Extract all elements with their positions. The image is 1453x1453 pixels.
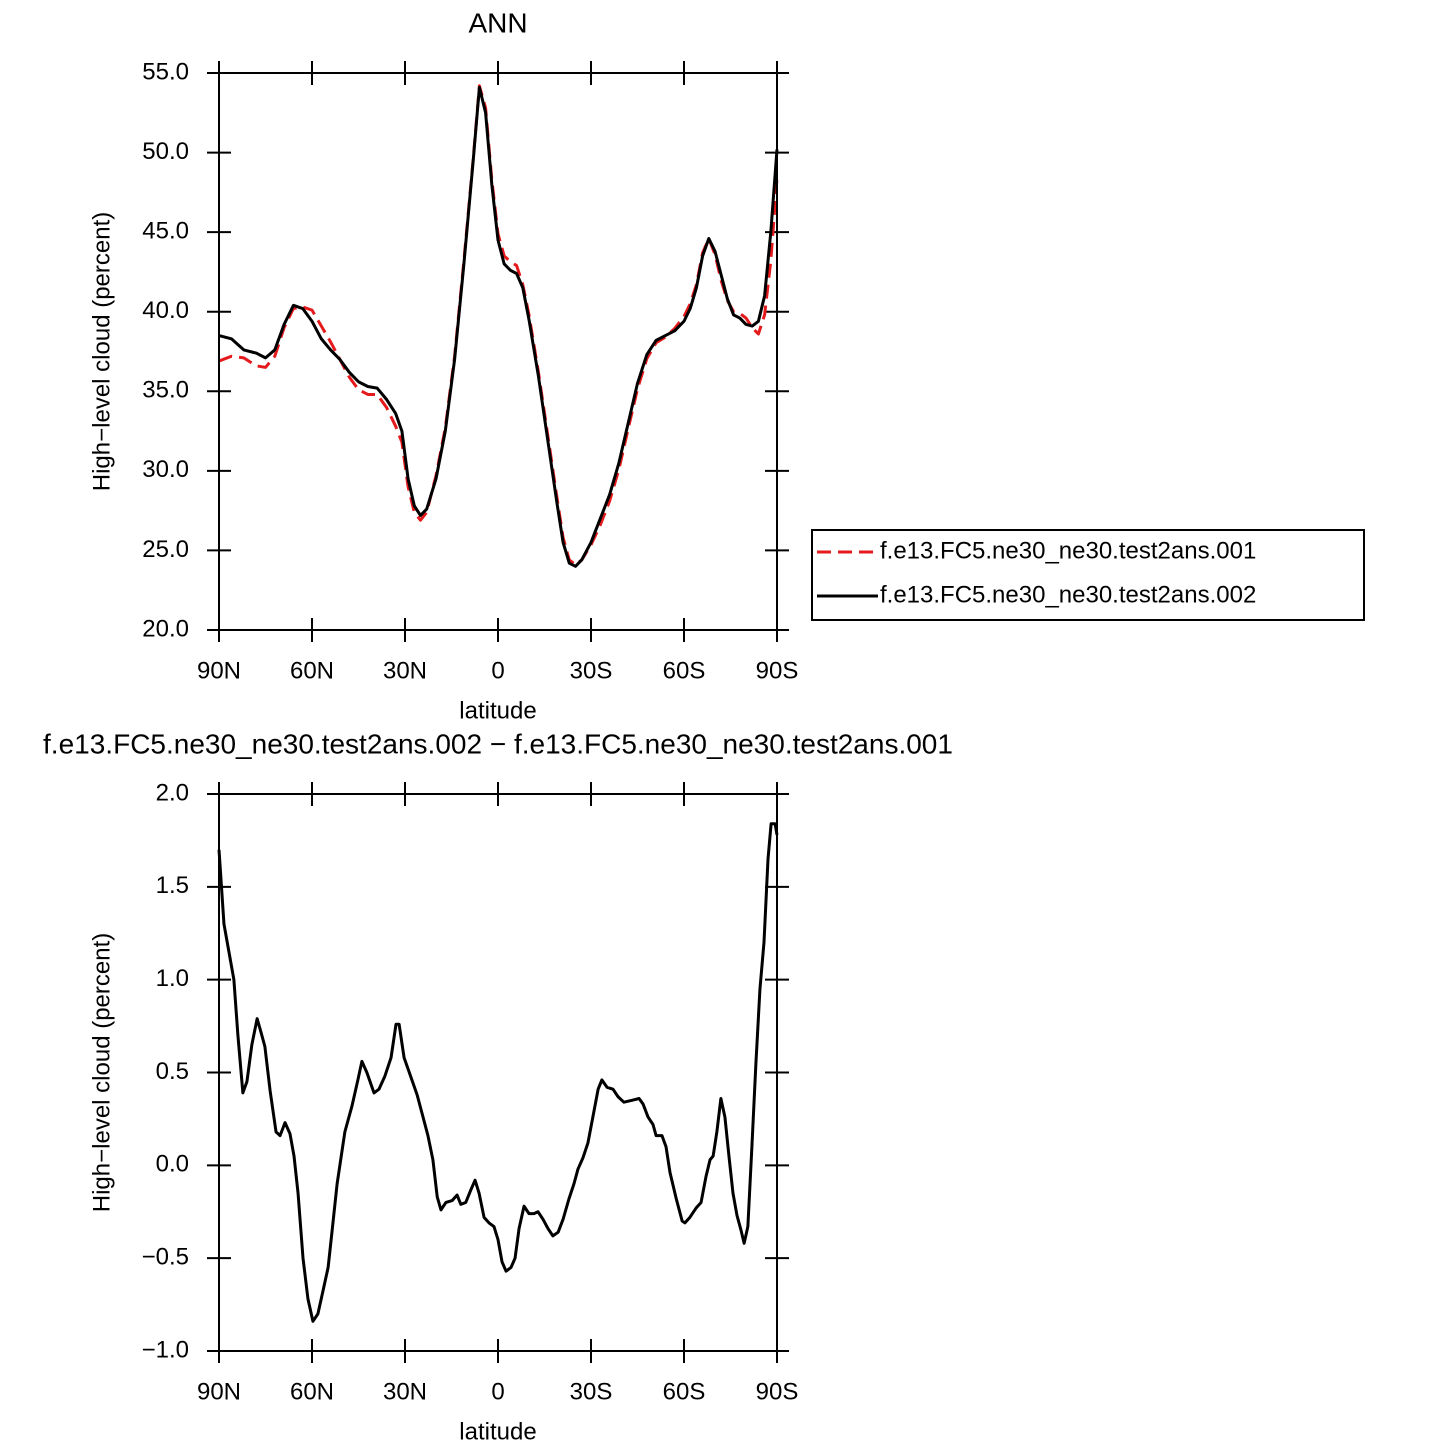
x-tick-label: 60N — [290, 657, 334, 684]
y-tick-label: 30.0 — [142, 456, 189, 483]
x-tick-label: 0 — [491, 1378, 504, 1405]
chart-title: ANN — [468, 7, 527, 38]
y-tick-label: −1.0 — [142, 1336, 189, 1363]
y-tick-label: 2.0 — [156, 779, 189, 806]
y-axis-label: High−level cloud (percent) — [88, 933, 115, 1212]
plot-frame — [218, 72, 778, 631]
x-tick-label: 60N — [290, 1378, 334, 1405]
y-tick-label: 0.5 — [156, 1058, 189, 1085]
x-tick-label: 30N — [383, 1378, 427, 1405]
x-tick-label: 60S — [663, 1378, 706, 1405]
x-axis-label: latitude — [459, 1418, 536, 1445]
x-axis-label: latitude — [459, 697, 536, 724]
x-tick-label: 60S — [663, 657, 706, 684]
x-tick-label: 30N — [383, 657, 427, 684]
y-axis-label: High−level cloud (percent) — [88, 212, 115, 491]
y-tick-label: 50.0 — [142, 138, 189, 165]
y-tick-label: 25.0 — [142, 536, 189, 563]
y-tick-label: 35.0 — [142, 377, 189, 404]
data-line — [218, 85, 779, 568]
x-tick-label: 90S — [756, 657, 799, 684]
x-tick-label: 90N — [197, 657, 241, 684]
y-tick-label: 0.0 — [156, 1151, 189, 1178]
y-tick-label: 45.0 — [142, 217, 189, 244]
x-tick-label: 90N — [197, 1378, 241, 1405]
y-tick-label: 55.0 — [142, 58, 189, 85]
y-tick-label: 1.0 — [156, 965, 189, 992]
plot-frame — [218, 793, 778, 1352]
x-tick-label: 30S — [570, 1378, 613, 1405]
legend-box — [811, 529, 1365, 621]
y-tick-label: 1.5 — [156, 872, 189, 899]
x-tick-label: 90S — [756, 1378, 799, 1405]
data-line — [218, 84, 779, 567]
x-tick-label: 0 — [491, 657, 504, 684]
legend-label: f.e13.FC5.ne30_ne30.test2ans.002 — [880, 581, 1256, 608]
y-tick-label: −0.5 — [142, 1244, 189, 1271]
y-tick-label: 40.0 — [142, 297, 189, 324]
legend-label: f.e13.FC5.ne30_ne30.test2ans.001 — [880, 537, 1256, 564]
y-tick-label: 20.0 — [142, 615, 189, 642]
data-line — [217, 822, 779, 1323]
chart-title: f.e13.FC5.ne30_ne30.test2ans.002 − f.e13… — [43, 728, 953, 759]
x-tick-label: 30S — [570, 657, 613, 684]
